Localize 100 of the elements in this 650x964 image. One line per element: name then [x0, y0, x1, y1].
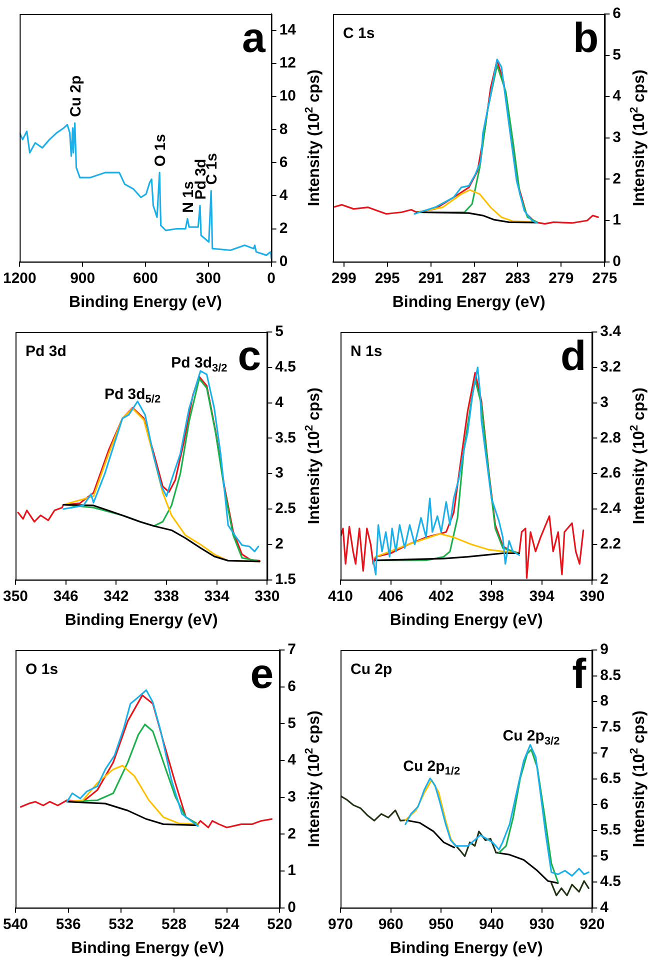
y-tick-label: 3: [612, 129, 621, 146]
y-tick-label: 5.5: [600, 822, 622, 839]
annotation: Cu 2p: [350, 661, 392, 678]
x-tick-label: 930: [529, 916, 554, 933]
chart-title: b: [573, 14, 599, 61]
x-tick-label: 900: [70, 270, 96, 287]
x-axis-title: Binding Energy (eV): [69, 294, 222, 311]
x-tick-label: 394: [529, 588, 555, 605]
x-tick-label: 330: [254, 588, 280, 605]
y-tick-label: 14: [279, 22, 297, 39]
y-tick-label: 9: [600, 641, 608, 658]
y-tick-label: 5: [612, 46, 621, 64]
x-tick-label: 398: [478, 588, 504, 605]
x-tick-label: 299: [331, 270, 356, 287]
y-tick-label: 4.5: [275, 358, 296, 376]
chart-title: c: [238, 332, 262, 379]
x-tick-label: 350: [3, 588, 28, 605]
y-tick-label: 4: [600, 898, 610, 916]
y-tick-label: 2.4: [600, 500, 622, 518]
y-axis-title: Intensity (102 cps): [304, 69, 323, 206]
y-tick-label: 6.5: [600, 770, 622, 788]
chart-title: f: [572, 650, 588, 697]
y-tick-label: 2: [279, 220, 288, 237]
x-axis-title: Binding Energy (eV): [392, 294, 546, 311]
x-tick-label: 524: [214, 916, 240, 933]
x-tick-label: 950: [428, 916, 454, 933]
y-tick-label: 4: [279, 186, 288, 204]
x-tick-label: 342: [104, 588, 129, 605]
annotation: C 1s: [343, 25, 375, 42]
x-tick-label: 410: [328, 588, 354, 605]
y-tick-label: 8: [600, 692, 608, 710]
x-tick-label: 291: [418, 270, 444, 287]
y-axis-title: Intensity (102 cps): [628, 710, 648, 848]
y-tick-label: 5: [600, 847, 608, 864]
x-tick-label: 346: [53, 588, 78, 605]
y-tick-label: 7: [288, 641, 296, 658]
chart-title: a: [242, 14, 266, 61]
y-tick-label: 7.5: [600, 718, 622, 736]
x-axis-title: Binding Energy (eV): [64, 612, 218, 629]
x-tick-label: 970: [328, 916, 354, 933]
y-tick-label: 1: [612, 212, 621, 229]
y-tick-label: 0: [612, 252, 621, 270]
y-tick-label: 3.5: [275, 429, 296, 446]
y-tick-label: 12: [279, 54, 296, 72]
x-tick-label: 536: [56, 916, 81, 933]
x-axis-title: Binding Energy (eV): [390, 612, 543, 629]
y-axis-title: Intensity (102 cps): [628, 387, 648, 524]
y-tick-label: 3: [600, 394, 608, 411]
y-tick-label: 4: [288, 752, 297, 769]
y-tick-label: 2.8: [600, 429, 622, 446]
x-tick-label: 532: [108, 916, 134, 933]
x-tick-label: 940: [478, 916, 504, 933]
y-tick-label: 6: [288, 678, 296, 695]
y-tick-label: 1: [288, 862, 296, 880]
y-tick-label: 6: [279, 154, 288, 171]
y-tick-label: 3.4: [600, 323, 622, 340]
x-tick-label: 279: [548, 270, 574, 287]
x-tick-label: 334: [204, 588, 230, 605]
y-tick-label: 0: [288, 898, 296, 916]
annotation: N 1s: [350, 343, 382, 360]
y-tick-label: 2: [612, 170, 621, 188]
y-tick-label: 2.5: [275, 500, 296, 518]
y-tick-label: 2: [275, 536, 284, 553]
x-tick-label: 295: [374, 270, 400, 287]
y-tick-label: 2: [288, 825, 296, 842]
y-tick-label: 5: [275, 323, 284, 340]
x-axis-title: Binding Energy (eV): [390, 940, 543, 957]
y-tick-label: 2.6: [600, 464, 622, 482]
y-tick-label: 4.5: [600, 873, 622, 890]
y-axis-title: Intensity (102 cps): [304, 710, 323, 848]
x-axis-title: Binding Energy (eV): [71, 940, 224, 957]
x-tick-label: 540: [3, 916, 28, 933]
y-tick-label: 0: [279, 252, 288, 270]
y-tick-label: 4: [275, 394, 284, 411]
annotation: O 1s: [152, 134, 170, 167]
x-tick-label: 402: [428, 588, 454, 605]
y-tick-label: 8: [279, 120, 288, 138]
y-tick-label: 3.2: [600, 358, 622, 376]
y-tick-label: 5: [288, 714, 296, 732]
y-tick-label: 6: [600, 796, 608, 813]
x-tick-label: 283: [505, 270, 530, 287]
chart-title: e: [250, 650, 274, 697]
x-tick-label: 528: [161, 916, 187, 933]
x-tick-label: 1200: [2, 270, 36, 287]
x-tick-label: 520: [267, 916, 292, 933]
x-tick-label: 960: [378, 916, 404, 933]
y-tick-label: 3: [275, 464, 284, 482]
x-tick-label: 920: [580, 916, 605, 933]
x-tick-label: 275: [592, 270, 618, 287]
annotation: Cu 2p: [67, 75, 84, 118]
y-tick-label: 10: [279, 88, 296, 105]
x-tick-label: 287: [462, 270, 487, 287]
y-tick-label: 4: [612, 88, 622, 105]
chart-title: d: [560, 332, 586, 379]
x-tick-label: 406: [378, 588, 404, 605]
y-tick-label: 2: [600, 570, 608, 588]
y-axis-title: Intensity (102 cps): [628, 69, 648, 206]
y-tick-label: 8.5: [600, 666, 622, 684]
x-tick-label: 600: [132, 270, 158, 287]
y-tick-label: 1.5: [275, 570, 296, 588]
